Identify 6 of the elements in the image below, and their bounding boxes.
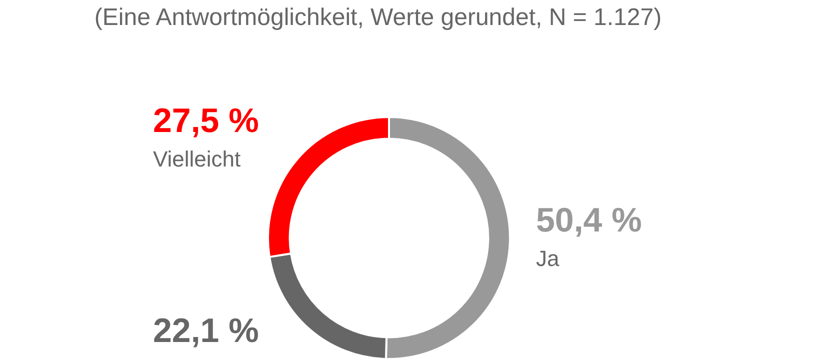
slice-label: Ja (536, 246, 560, 271)
slice-label: Vielleicht (153, 146, 241, 172)
data-label: 27,5 % (153, 102, 259, 140)
data-label: 50,4 % (536, 201, 642, 240)
chart-subtitle: (Eine Antwortmöglichkeit, Werte gerundet, N = 1.127) (93, 4, 663, 32)
data-label: 22,1 % (153, 312, 259, 350)
